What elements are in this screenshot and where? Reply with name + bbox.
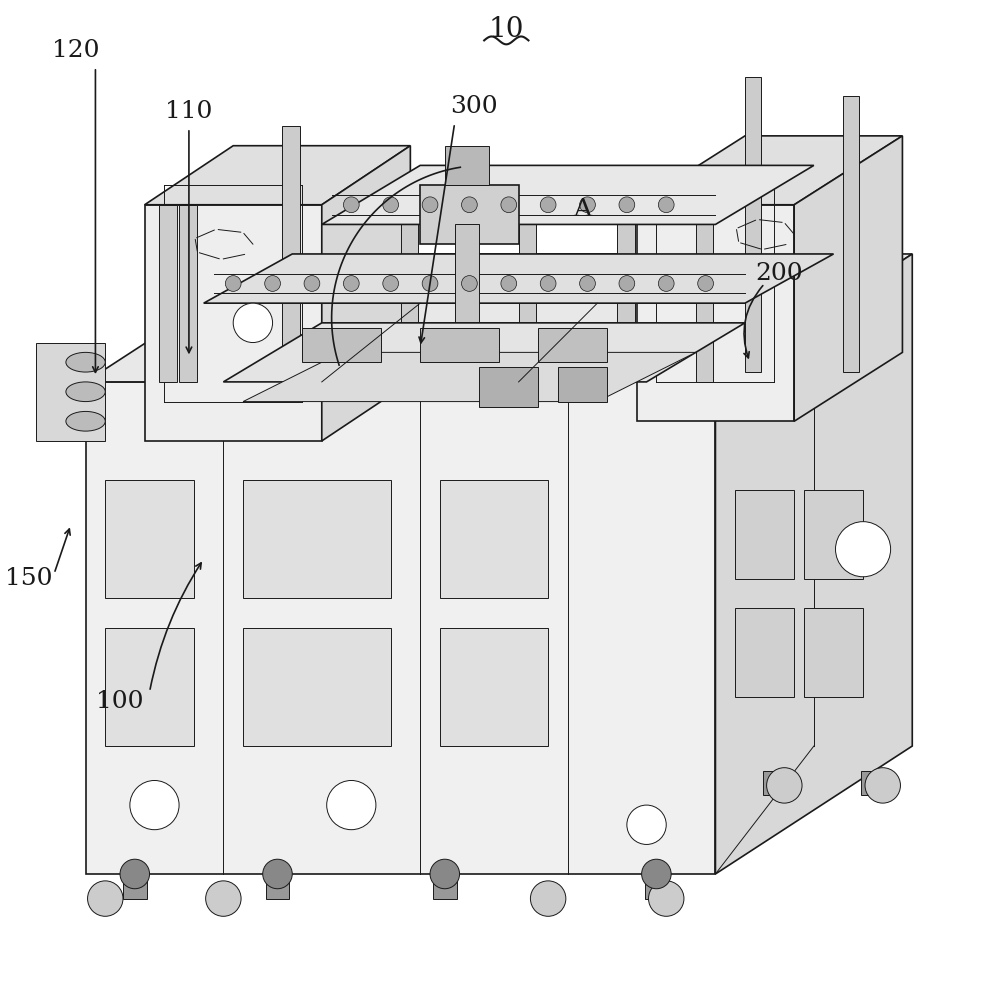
Circle shape [430,859,460,889]
Circle shape [383,197,398,213]
Circle shape [530,881,566,916]
Circle shape [540,276,556,291]
Polygon shape [204,254,833,303]
Circle shape [422,276,438,291]
Ellipse shape [66,352,105,372]
Circle shape [120,859,150,889]
Circle shape [233,303,273,343]
Circle shape [327,780,376,830]
Circle shape [422,197,438,213]
Bar [243,628,390,746]
Circle shape [698,276,714,291]
Circle shape [540,197,556,213]
Bar [400,185,418,382]
Bar [433,874,457,899]
Bar [243,480,390,598]
Circle shape [580,276,596,291]
Bar [420,328,498,362]
Circle shape [383,276,398,291]
Circle shape [304,276,320,291]
Bar [763,771,786,795]
Polygon shape [85,382,716,874]
Bar [735,608,794,697]
Circle shape [767,768,802,803]
Bar [445,146,490,185]
Text: 120: 120 [52,39,99,62]
Circle shape [580,197,596,213]
Circle shape [835,522,891,577]
Circle shape [658,197,674,213]
Circle shape [344,197,359,213]
Text: A: A [574,198,592,221]
Circle shape [619,197,635,213]
Bar [558,367,607,402]
Circle shape [130,780,179,830]
Bar [105,628,194,746]
Bar [37,343,105,441]
Circle shape [500,276,516,291]
Text: 100: 100 [96,690,144,713]
Text: 150: 150 [5,567,53,590]
Bar [105,480,194,598]
Bar [538,328,607,362]
Polygon shape [145,146,410,205]
Polygon shape [636,136,903,205]
Polygon shape [145,205,322,441]
Bar [440,628,548,746]
Circle shape [462,197,478,213]
Circle shape [344,276,359,291]
Circle shape [641,859,671,889]
Text: 300: 300 [451,95,498,118]
Circle shape [619,276,635,291]
Bar [696,224,714,382]
Bar [420,185,518,244]
Bar [282,126,300,382]
Bar [735,490,794,579]
Polygon shape [794,136,903,421]
Circle shape [265,276,280,291]
Polygon shape [85,254,913,382]
Ellipse shape [66,382,105,402]
Bar [455,224,480,323]
Bar [745,77,761,372]
Circle shape [500,197,516,213]
Circle shape [627,805,666,844]
Circle shape [658,276,674,291]
Bar [440,480,548,598]
Circle shape [206,881,241,916]
Bar [123,874,147,899]
Bar [644,874,668,899]
Bar [804,490,863,579]
Bar [160,205,177,382]
Circle shape [865,768,901,803]
Circle shape [648,881,684,916]
Polygon shape [243,352,696,402]
Text: 10: 10 [489,16,524,43]
Circle shape [462,276,478,291]
Ellipse shape [66,411,105,431]
Bar [617,205,635,382]
Bar [179,205,197,382]
Bar [480,367,538,407]
Polygon shape [636,205,794,421]
Bar [843,96,859,372]
Bar [804,608,863,697]
Text: 200: 200 [755,262,804,285]
Bar [861,771,885,795]
Bar [518,165,536,382]
Text: 110: 110 [165,100,213,123]
Circle shape [87,881,123,916]
Circle shape [263,859,292,889]
Polygon shape [322,146,410,441]
Polygon shape [223,323,745,382]
Bar [302,328,381,362]
Bar [266,874,289,899]
Polygon shape [716,254,913,874]
Polygon shape [322,165,814,224]
Circle shape [225,276,241,291]
